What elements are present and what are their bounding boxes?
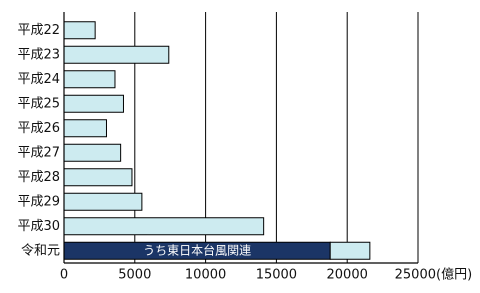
category-label: 平成27: [17, 145, 60, 160]
x-tick-label: 25000: [395, 268, 436, 283]
category-label: 令和元: [21, 243, 60, 258]
category-label: 平成23: [17, 47, 60, 62]
bar: [63, 168, 133, 187]
x-axis-unit: (億円): [436, 267, 472, 283]
x-tick-label: 20000: [327, 268, 368, 283]
x-tick-label: 10000: [185, 268, 226, 283]
bar-label: うち東日本台風関連: [143, 242, 251, 257]
category-label: 平成24: [17, 72, 60, 87]
category-label: 平成26: [17, 121, 60, 136]
bar: [63, 143, 122, 162]
x-tick-label: 0: [60, 268, 68, 283]
bar: [329, 241, 371, 260]
x-tick-label: 5000: [118, 268, 151, 283]
bar: [63, 119, 107, 138]
x-tick-label: 15000: [256, 268, 297, 283]
bar: [63, 45, 170, 64]
bar: [63, 192, 143, 211]
category-label: 平成30: [17, 219, 60, 234]
bar: [63, 94, 124, 113]
category-label: 平成22: [17, 23, 60, 38]
category-label: 平成29: [17, 194, 60, 209]
bar: [63, 70, 116, 89]
category-label: 平成25: [17, 96, 60, 111]
bar: [63, 217, 265, 236]
bar: [63, 21, 96, 40]
category-label: 平成28: [17, 170, 60, 185]
